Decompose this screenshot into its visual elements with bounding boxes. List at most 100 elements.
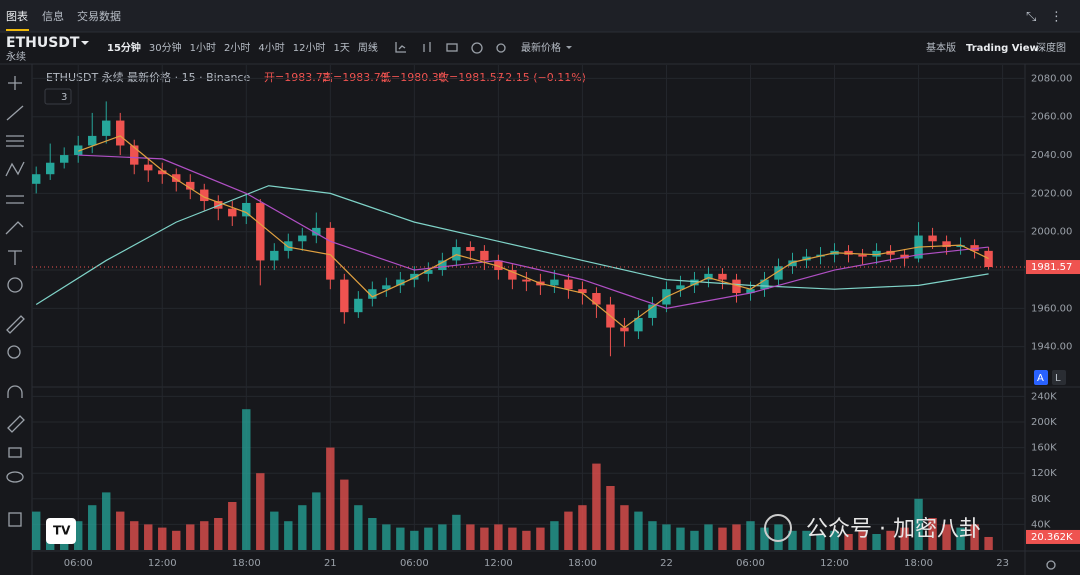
candle-body xyxy=(284,241,293,251)
volume-bar xyxy=(718,527,727,550)
candle-body xyxy=(410,273,419,280)
magnet-tool[interactable] xyxy=(7,385,23,398)
x-tick-label: 23 xyxy=(996,558,1009,569)
auto-scale-button[interactable] xyxy=(1034,370,1048,385)
candle-body xyxy=(452,247,461,261)
volume-bar xyxy=(802,530,811,550)
volume-bar xyxy=(186,524,195,550)
crosshair-tool[interactable] xyxy=(8,76,22,90)
settings-icon[interactable] xyxy=(496,43,506,53)
candle-body xyxy=(424,270,433,274)
volume-bar xyxy=(634,511,643,550)
candle-body xyxy=(592,293,601,305)
trash-tool[interactable] xyxy=(8,512,22,527)
interval[interactable]: 周线 xyxy=(358,41,378,54)
collapse-icon[interactable]: ⤡ xyxy=(1026,10,1037,25)
volume-bar xyxy=(158,527,167,550)
volume-bar xyxy=(522,530,531,550)
candle-body xyxy=(102,120,111,136)
candle-body xyxy=(60,155,69,163)
y-tick-label: 80K xyxy=(1031,494,1051,505)
y-tick-label: 2000.00 xyxy=(1031,227,1072,238)
candle-body xyxy=(900,254,909,259)
candle-body xyxy=(760,279,769,290)
add-icon[interactable] xyxy=(471,42,483,54)
indicator-icon[interactable] xyxy=(395,42,406,53)
volume-bar xyxy=(970,524,979,550)
interval[interactable]: 12小时 xyxy=(293,42,326,54)
indicator-toggle[interactable] xyxy=(44,88,72,105)
candle-body xyxy=(46,162,55,175)
view[interactable]: 深度图 xyxy=(1036,41,1066,54)
legend-open: 开=1983.72 xyxy=(264,71,330,84)
view[interactable]: Trading View xyxy=(966,43,1039,54)
interval[interactable]: 1天 xyxy=(334,43,350,54)
tab[interactable]: 图表 xyxy=(6,9,28,23)
settings-icon[interactable] xyxy=(1046,560,1056,570)
candle-body xyxy=(186,181,195,190)
lock-tool[interactable] xyxy=(8,447,22,458)
interval[interactable]: 2小时 xyxy=(224,42,250,54)
legend-change: −2.15 (−0.11%) xyxy=(496,71,586,84)
candle-body xyxy=(872,250,881,257)
candle-body xyxy=(158,170,167,175)
volume-bar xyxy=(340,479,349,550)
tab[interactable]: 信息 xyxy=(42,9,64,23)
candle-body xyxy=(648,304,657,318)
candle-body xyxy=(718,273,727,280)
tab[interactable]: 交易数据 xyxy=(77,9,121,23)
channel-tool[interactable] xyxy=(6,135,24,147)
last-volume-tag xyxy=(1026,529,1080,544)
moving-average xyxy=(35,185,989,306)
last-volume-label: 20.362K xyxy=(1031,532,1073,543)
volume-bar xyxy=(396,527,405,550)
emoji-tool[interactable] xyxy=(7,277,23,293)
candle-body xyxy=(984,250,993,268)
interval[interactable]: 30分钟 xyxy=(149,41,182,54)
candle-icon[interactable] xyxy=(423,42,431,52)
menu-icon[interactable]: ⋮ xyxy=(1050,10,1063,25)
ruler-tool[interactable] xyxy=(6,315,25,334)
line-tool[interactable] xyxy=(6,105,24,121)
interval[interactable]: 1小时 xyxy=(190,42,216,54)
volume-bar xyxy=(956,527,965,550)
text-tool[interactable] xyxy=(8,250,22,265)
scale-button-label: A xyxy=(1037,373,1044,384)
volume-bar xyxy=(550,521,559,550)
zoom-tool[interactable] xyxy=(7,345,21,359)
volume-bar xyxy=(704,524,713,550)
legend-title: ETHUSDT 永续 最新价格 · 15 · Binance xyxy=(46,70,250,84)
x-tick-label: 18:00 xyxy=(232,558,261,569)
brush-tool[interactable] xyxy=(5,221,24,235)
lock-draw-tool[interactable] xyxy=(7,415,25,433)
candle-body xyxy=(886,250,895,255)
fib-tool[interactable] xyxy=(6,195,24,204)
volume-bar xyxy=(942,524,951,550)
volume-bar xyxy=(298,505,307,550)
visibility-tool[interactable] xyxy=(6,471,24,483)
price-type[interactable]: 最新价格 xyxy=(521,41,561,54)
x-tick-label: 12:00 xyxy=(148,558,177,569)
candle-body xyxy=(676,285,685,290)
pattern-tool[interactable] xyxy=(5,161,25,177)
last-price-tag xyxy=(1026,260,1080,275)
interval[interactable]: 15分钟 xyxy=(107,41,141,54)
x-tick-label: 21 xyxy=(324,558,337,569)
volume-bar xyxy=(844,534,853,550)
y-tick-label: 2020.00 xyxy=(1031,188,1072,199)
last-price-label: 1981.57 xyxy=(1031,262,1072,273)
volume-bar xyxy=(592,463,601,550)
volume-bar xyxy=(914,498,923,550)
x-tick-label: 12:00 xyxy=(484,558,513,569)
candle-body xyxy=(844,250,853,255)
symbol[interactable]: ETHUSDT xyxy=(6,35,80,51)
interval[interactable]: 4小时 xyxy=(258,42,284,54)
volume-bar xyxy=(438,524,447,550)
camera-icon[interactable] xyxy=(446,43,458,52)
candle-body xyxy=(942,241,951,248)
volume-bar xyxy=(872,534,881,550)
view[interactable]: 基本版 xyxy=(926,41,956,54)
volume-bar xyxy=(900,527,909,550)
volume-bar xyxy=(242,409,251,550)
log-scale-button[interactable] xyxy=(1052,370,1066,385)
